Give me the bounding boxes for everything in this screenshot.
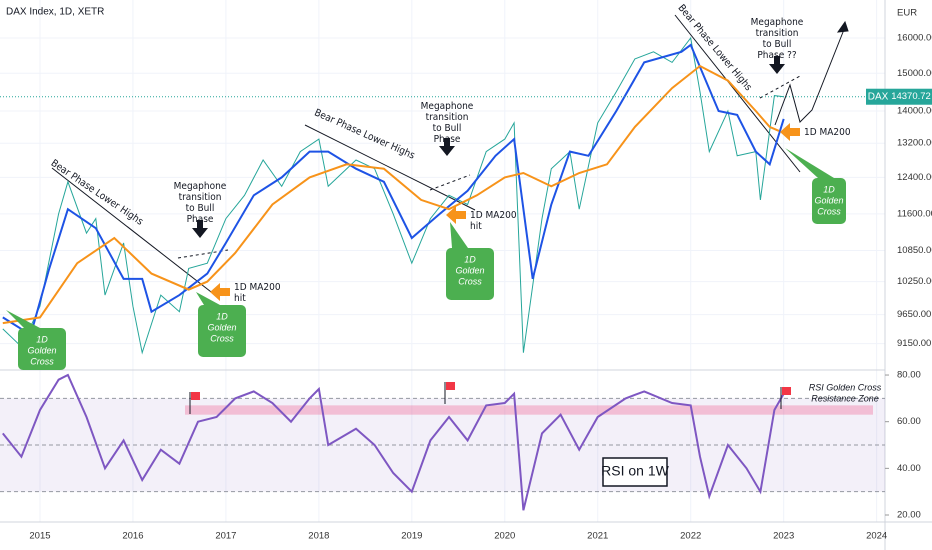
black-arrow	[769, 56, 785, 74]
callout-box	[198, 305, 246, 357]
y-tick-label: 40.00	[897, 463, 921, 474]
x-tick-label: 2017	[215, 531, 236, 542]
axis-unit: EUR	[897, 8, 917, 19]
annotation: Golden	[455, 265, 484, 275]
annotation: RSI on 1W	[601, 463, 669, 479]
series-line	[2, 373, 785, 511]
annotation: Resistance Zone	[811, 393, 879, 403]
price-tag	[890, 88, 932, 105]
annotation: 1D	[216, 311, 228, 321]
chart-title: DAX Index, 1D, XETR	[6, 7, 104, 18]
orange-arrow	[446, 206, 466, 224]
annotation: Cross	[817, 206, 841, 216]
annotation: transition	[426, 112, 469, 123]
callout-pointer	[785, 148, 834, 178]
series-line	[2, 36, 784, 355]
y-tick-label: 15000.00	[897, 68, 932, 79]
y-tick-label: 12400.00	[897, 172, 932, 183]
trend-line	[429, 174, 471, 191]
x-tick-label: 2023	[773, 531, 794, 542]
annotation: to Bull	[763, 39, 792, 50]
annotation: hit	[470, 221, 482, 232]
y-tick-label: 9650.00	[897, 309, 931, 320]
annotation-box	[602, 457, 668, 487]
price-label: 14370.72	[891, 91, 931, 102]
flag	[782, 387, 791, 395]
annotation: Megaphone	[421, 101, 474, 112]
callout-box	[18, 328, 66, 370]
annotation: Golden	[814, 195, 843, 205]
annotation: Cross	[210, 333, 234, 343]
trend-line	[674, 14, 801, 173]
trend-line	[304, 124, 476, 211]
orange-arrow	[780, 123, 800, 141]
flag	[191, 392, 200, 400]
black-arrow	[192, 220, 208, 238]
annotation: to Bull	[186, 203, 215, 214]
annotation: Phase	[187, 214, 214, 225]
symbol-tag	[866, 88, 890, 105]
x-tick-label: 2015	[29, 531, 50, 542]
y-tick-label: 10250.00	[897, 276, 932, 287]
annotation: 1D	[464, 254, 476, 264]
callout-pointer	[450, 222, 468, 248]
callout-box	[446, 248, 494, 300]
projection	[774, 26, 846, 126]
y-tick-label: 80.00	[897, 370, 921, 381]
y-tick-label: 10850.00	[897, 245, 932, 256]
annotation: Phase ??	[757, 50, 796, 61]
annotation: Megaphone	[751, 17, 804, 28]
y-tick-label: 20.00	[897, 510, 921, 521]
symbol-label: DAX	[868, 91, 889, 102]
annotation: 1D MA200	[804, 127, 851, 138]
annotation: Golden	[207, 322, 236, 332]
y-tick-label: 16000.00	[897, 32, 932, 43]
y-tick-label: 14000.00	[897, 106, 932, 117]
flag	[446, 382, 455, 390]
series-line	[2, 64, 780, 325]
x-tick-label: 2024	[866, 531, 887, 542]
annotation: hit	[234, 293, 246, 304]
y-tick-label: 9150.00	[897, 338, 931, 349]
annotation: RSI Golden Cross	[809, 382, 882, 392]
y-tick-label: 13200.00	[897, 138, 932, 149]
rsi-zone	[185, 405, 873, 415]
x-tick-label: 2021	[587, 531, 608, 542]
x-tick-label: 2019	[401, 531, 422, 542]
annotation: transition	[756, 28, 799, 39]
annotation: Megaphone	[174, 181, 227, 192]
callout-pointer	[6, 310, 40, 328]
callout-box	[812, 178, 846, 224]
annotation: Golden	[27, 345, 56, 355]
y-tick-label: 11600.00	[897, 208, 932, 219]
callout-pointer	[196, 292, 220, 305]
annotation: Cross	[30, 356, 54, 366]
annotation: 1D	[823, 184, 835, 194]
orange-arrow	[210, 283, 230, 301]
x-tick-label: 2016	[122, 531, 143, 542]
annotation: Cross	[458, 276, 482, 286]
x-tick-label: 2022	[680, 531, 701, 542]
x-tick-label: 2020	[494, 531, 515, 542]
annotation: 1D MA200	[234, 282, 281, 293]
annotation: 1D MA200	[470, 210, 517, 221]
black-arrow	[439, 138, 455, 156]
annotation: transition	[179, 192, 222, 203]
arrow-head	[836, 20, 849, 33]
x-tick-label: 2018	[308, 531, 329, 542]
series-line	[2, 43, 785, 337]
trend-line	[759, 75, 801, 99]
y-tick-label: 60.00	[897, 416, 921, 427]
annotation: to Bull	[433, 123, 462, 134]
annotation: 1D	[36, 334, 48, 344]
